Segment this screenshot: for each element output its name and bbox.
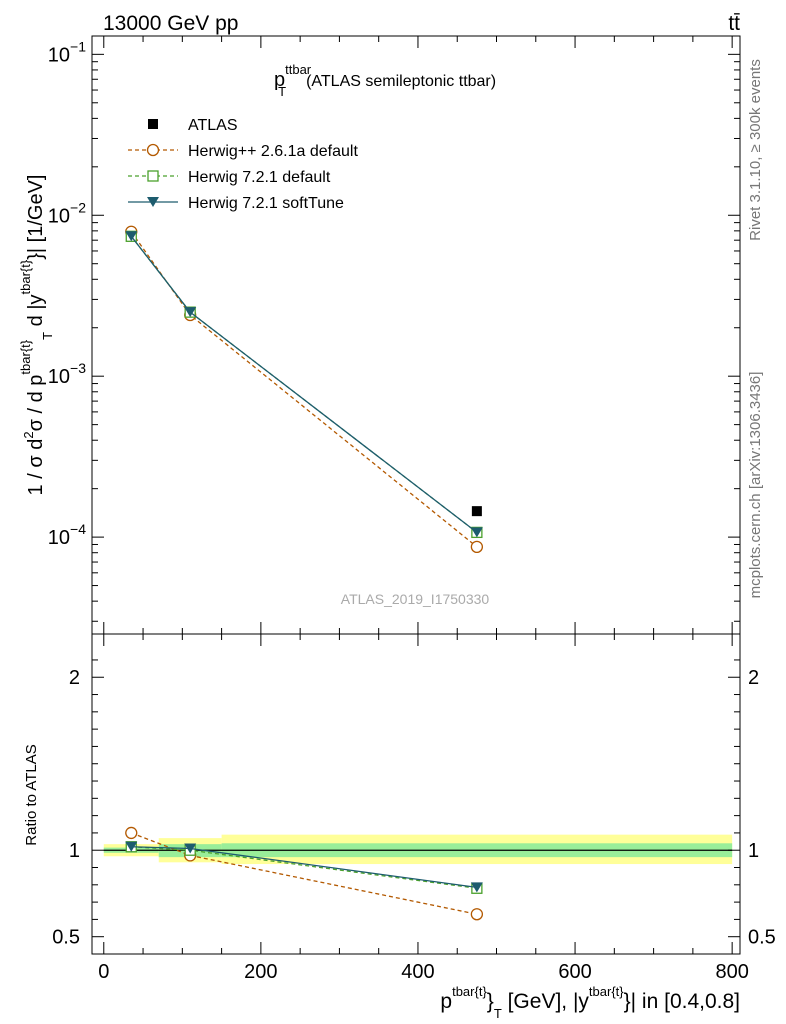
- legend-entry-herwigpp: Herwig++ 2.6.1a default: [128, 143, 358, 160]
- x-tick-label: 0: [98, 961, 109, 983]
- ratio-point-herwig-7-2-1-softtune: [125, 841, 138, 852]
- legend-entry-herwig7-softtune: Herwig 7.2.1 softTune: [128, 195, 344, 212]
- main-y-label: 1 / σ d2σ / d ptbar{t}T d |ytbar{t}}| [1…: [18, 175, 55, 496]
- x-tick-label: 400: [401, 961, 434, 983]
- ratio-point-herwig-7-2-1-softtune: [470, 882, 483, 893]
- ratio-y-tick-label: 0.5: [52, 927, 80, 949]
- main-ticks: 10−1 10−2 10−3 10−4: [48, 36, 740, 634]
- ratio-frame: [91, 633, 741, 955]
- ratio-point-herwig-7-2-1-softtune: [184, 843, 197, 854]
- legend-label-herwig7-softtune: Herwig 7.2.1 softTune: [188, 195, 344, 212]
- process-label: tt̄: [728, 12, 740, 35]
- energy-label: 13000 GeV pp: [103, 12, 238, 35]
- data-point-herwig-7-2-1-softtune: [125, 231, 138, 242]
- main-series: [125, 225, 484, 553]
- mcplots-label: mcplots.cern.ch [arXiv:1306.3436]: [747, 372, 764, 599]
- x-tick-label: 800: [715, 961, 748, 983]
- main-y-tick-label: 10−1: [48, 38, 86, 66]
- ratio-uncertainty-bands: [103, 834, 733, 865]
- x-axis-label: ptbar{t}}T [GeV], |ytbar{t}}| in [0.4,0.…: [440, 984, 740, 1021]
- main-y-tick-label: 10−2: [48, 199, 86, 227]
- ratio-y-tick-label-right: 2: [748, 667, 759, 689]
- ratio-panel: 0.5 0.5 1 1 2 2 0 200 400 600 800 Ratio to ATLAS p…: [23, 633, 776, 1021]
- legend-marker-herwig7-softtune: [147, 197, 159, 207]
- data-point-herwig-2-6-1a-default: [470, 540, 484, 553]
- legend-entry-herwig7-default: Herwig 7.2.1 default: [128, 169, 331, 186]
- data-point-atlas: [471, 506, 482, 517]
- ratio-y-tick-label: 1: [69, 840, 80, 862]
- analysis-watermark: ATLAS_2019_I1750330: [341, 591, 490, 607]
- main-title: pttbar T(ATLAS semileptonic ttbar): [274, 62, 496, 99]
- ratio-ticks: 0.5 0.5 1 1 2 2 0 200 400 600 800: [52, 634, 776, 983]
- legend-marker-herwig7-default: [147, 170, 159, 182]
- x-tick-label: 600: [558, 961, 591, 983]
- legend-label-atlas: ATLAS: [188, 117, 238, 134]
- x-tick-label: 200: [244, 961, 277, 983]
- legend-label-herwigpp: Herwig++ 2.6.1a default: [188, 143, 358, 160]
- series-herwig-2-6-1a-default: [125, 225, 484, 553]
- main-y-tick-label: 10−3: [48, 360, 86, 388]
- legend-label-herwig7-default: Herwig 7.2.1 default: [188, 169, 331, 186]
- series-line-herwig-2-6-1a-default: [130, 231, 478, 548]
- legend: ATLAS Herwig++ 2.6.1a default Herwig 7.2…: [128, 117, 358, 212]
- series-line-herwig-7-2-1-default: [130, 235, 478, 533]
- ratio-y-tick-label-right: 0.5: [748, 927, 776, 949]
- legend-marker-herwigpp: [146, 143, 160, 157]
- data-point-herwig-7-2-1-softtune: [470, 527, 483, 538]
- ratio-point-herwig-2-6-1a-default: [470, 908, 484, 921]
- ratio-y-label: Ratio to ATLAS: [23, 744, 40, 845]
- main-y-tick-label: 10−4: [48, 521, 86, 549]
- ratio-y-tick-label: 2: [69, 667, 80, 689]
- legend-marker-atlas: [148, 119, 158, 129]
- series-line-herwig-7-2-1-softtune: [130, 235, 478, 533]
- series-atlas: [126, 231, 482, 517]
- series-herwig-7-2-1-softtune: [125, 231, 483, 538]
- main-panel: 10−1 10−2 10−3 10−4 pttbar T(ATLAS semilepto…: [18, 35, 741, 635]
- ratio-series-herwig-7-2-1-softtune: [125, 841, 483, 893]
- ratio-series: [125, 826, 484, 921]
- ratio-point-herwig-2-6-1a-default: [125, 826, 138, 840]
- series-herwig-7-2-1-default: [125, 230, 483, 539]
- data-point-herwig-7-2-1-softtune: [184, 307, 197, 318]
- legend-entry-atlas: ATLAS: [148, 117, 238, 134]
- rivet-label: Rivet 3.1.10, ≥ 300k events: [747, 59, 764, 241]
- ratio-y-tick-label-right: 1: [748, 840, 759, 862]
